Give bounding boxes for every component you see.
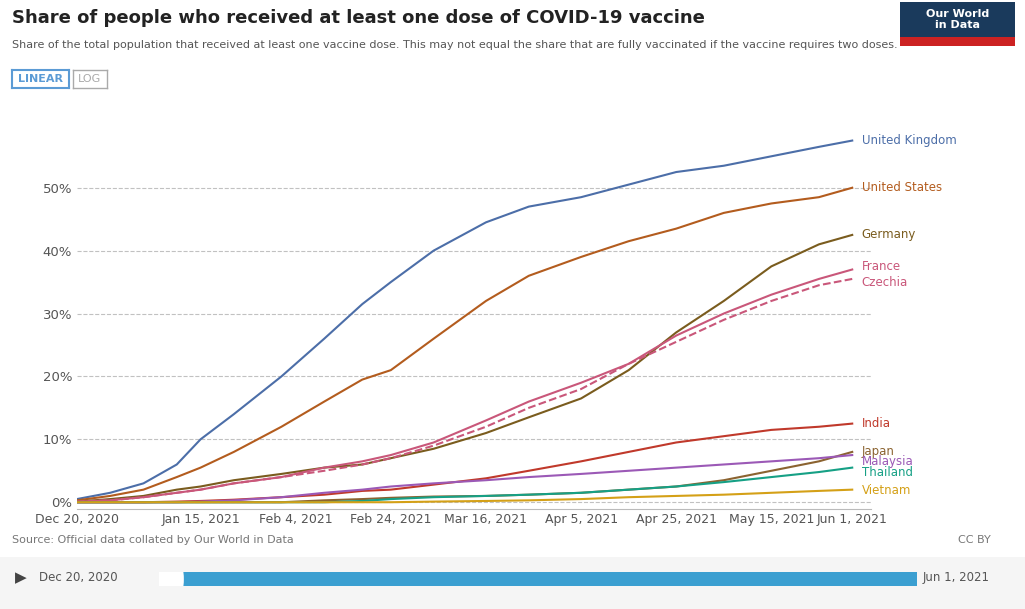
Text: ▶: ▶ <box>15 570 27 585</box>
Circle shape <box>892 546 929 609</box>
Text: France: France <box>862 260 901 273</box>
Text: Share of people who received at least one dose of COVID-19 vaccine: Share of people who received at least on… <box>12 9 705 27</box>
Bar <box>900 37 1015 46</box>
Text: Our World: Our World <box>926 9 989 19</box>
Circle shape <box>148 546 184 609</box>
Text: Source: Official data collated by Our World in Data: Source: Official data collated by Our Wo… <box>12 535 294 545</box>
Text: CC BY: CC BY <box>958 535 991 545</box>
Text: Thailand: Thailand <box>862 465 912 479</box>
Text: Jun 1, 2021: Jun 1, 2021 <box>922 571 989 584</box>
Text: LINEAR: LINEAR <box>18 74 63 84</box>
Text: Share of the total population that received at least one vaccine dose. This may : Share of the total population that recei… <box>12 40 898 49</box>
Text: Japan: Japan <box>862 445 895 459</box>
Text: LOG: LOG <box>78 74 101 84</box>
Text: United States: United States <box>862 181 942 194</box>
Text: Vietnam: Vietnam <box>862 484 911 498</box>
Text: Czechia: Czechia <box>862 276 908 289</box>
Text: Malaysia: Malaysia <box>862 455 913 468</box>
Text: India: India <box>862 417 891 430</box>
Text: in Data: in Data <box>935 20 980 30</box>
Text: Dec 20, 2020: Dec 20, 2020 <box>39 571 118 584</box>
Text: Germany: Germany <box>862 228 916 241</box>
Text: United Kingdom: United Kingdom <box>862 134 956 147</box>
